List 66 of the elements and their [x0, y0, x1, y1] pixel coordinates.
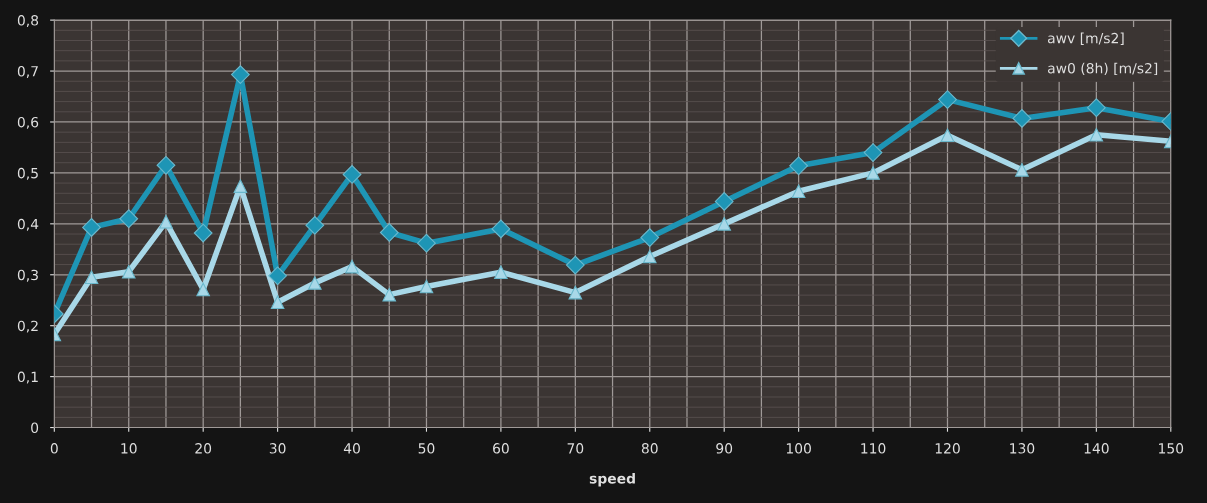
point [231, 65, 250, 85]
point [642, 249, 657, 264]
point [491, 219, 511, 239]
legend-label: awv [m/s2] [1047, 32, 1124, 45]
legend-label: aw0 (8h) [m/s2] [1047, 62, 1158, 76]
point [382, 287, 397, 302]
x-tick-label: 0 [50, 443, 58, 454]
y-tick-label: 0,4 [17, 218, 39, 231]
point [342, 165, 362, 184]
point [789, 156, 809, 176]
point [417, 233, 436, 253]
point [640, 228, 660, 247]
point [791, 184, 806, 199]
point [308, 276, 322, 290]
x-tick-label: 60 [493, 443, 509, 454]
point [714, 192, 734, 211]
point [938, 90, 957, 109]
y-tick-label: 0,7 [17, 66, 38, 78]
x-tick-label: 100 [786, 443, 811, 454]
y-tick-label: 0,6 [17, 116, 39, 129]
point [270, 295, 285, 310]
x-tick-label: 10 [121, 443, 137, 454]
point [565, 255, 585, 275]
x-axis-title: speed [589, 472, 635, 487]
point [82, 218, 101, 237]
point [121, 264, 136, 279]
x-tick-label: 90 [716, 443, 733, 454]
point [863, 143, 883, 162]
y-tick-label: 0,5 [17, 167, 38, 180]
x-tick-label: 120 [935, 443, 960, 454]
x-tick-label: 50 [418, 443, 435, 454]
point [1086, 98, 1106, 118]
x-tick-label: 20 [195, 443, 212, 454]
y-tick-label: 0,2 [17, 320, 38, 333]
point [866, 166, 880, 180]
x-tick-label: 70 [567, 443, 584, 454]
point [268, 266, 288, 286]
point [1015, 163, 1029, 177]
point [305, 215, 325, 235]
point [717, 217, 732, 231]
y-tick-label: 0,8 [17, 15, 39, 28]
x-tick-label: 30 [269, 443, 286, 454]
point [196, 282, 210, 297]
point [159, 214, 173, 229]
point [156, 155, 176, 175]
point [568, 285, 583, 300]
point [84, 270, 99, 285]
x-tick-label: 110 [861, 443, 886, 454]
point [119, 209, 139, 229]
point [1012, 109, 1032, 128]
y-tick-label: 0 [31, 422, 39, 434]
y-tick-label: 0,3 [17, 269, 38, 282]
x-tick-label: 130 [1010, 443, 1035, 454]
point [233, 179, 248, 193]
x-tick-label: 80 [641, 443, 658, 454]
point [193, 223, 213, 243]
point [379, 223, 399, 242]
x-tick-label: 140 [1084, 443, 1109, 454]
point [1089, 127, 1104, 142]
point [345, 259, 359, 274]
y-tick-label: 0,1 [17, 371, 38, 384]
x-tick-label: 40 [343, 443, 360, 454]
point [940, 128, 955, 143]
point [494, 265, 508, 280]
x-tick-label: 150 [1159, 443, 1184, 454]
point [419, 279, 434, 294]
